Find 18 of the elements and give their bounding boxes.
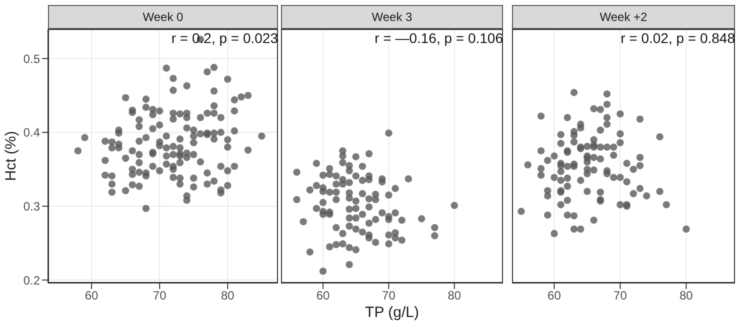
chart-title: Week 3 bbox=[281, 5, 503, 29]
x-tick-label: 80 bbox=[680, 288, 694, 303]
x-tick-label: 80 bbox=[220, 288, 235, 303]
x-tick-label: 60 bbox=[84, 288, 99, 303]
x-tick-label: 70 bbox=[614, 288, 628, 303]
x-tick-label: 80 bbox=[448, 288, 462, 303]
x-tick-label: 70 bbox=[382, 288, 396, 303]
y-tick-label: 0.4 bbox=[23, 126, 40, 140]
y-axis-title: Hct (%) bbox=[2, 131, 20, 181]
y-tick-label: 0.5 bbox=[23, 52, 40, 66]
x-tick-label: 70 bbox=[152, 288, 167, 303]
x-tick-label: 60 bbox=[316, 288, 330, 303]
chart-title: Week 0 bbox=[48, 5, 278, 29]
y-tick-label: 0.2 bbox=[23, 273, 40, 288]
x-tick-label: 60 bbox=[548, 288, 562, 303]
x-axis-title: TP (g/L) bbox=[365, 304, 419, 321]
y-tick-label: 0.3 bbox=[23, 199, 40, 214]
chart-title: Week +2 bbox=[512, 5, 735, 29]
